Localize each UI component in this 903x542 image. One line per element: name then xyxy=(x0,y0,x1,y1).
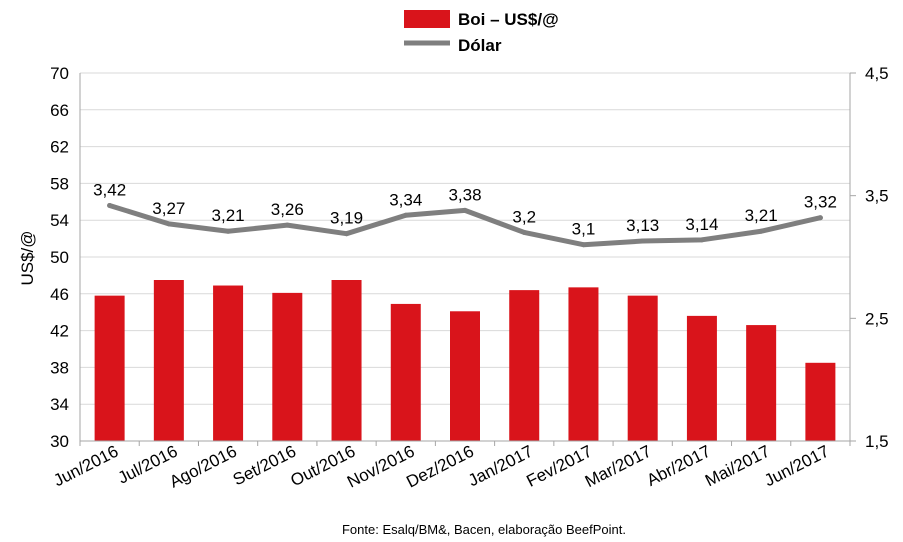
line-point xyxy=(580,242,586,248)
line-point xyxy=(640,238,646,244)
left-axis-tick-label: 38 xyxy=(50,358,69,377)
line-point xyxy=(699,237,705,243)
line-data-label: 3,2 xyxy=(512,207,536,226)
line-data-label: 3,32 xyxy=(804,193,837,212)
bar xyxy=(94,295,125,441)
bar xyxy=(805,362,836,441)
bar xyxy=(686,315,717,441)
left-axis-tick-label: 70 xyxy=(50,64,69,83)
axes xyxy=(79,73,851,442)
legend-label-boi: Boi – US$/@ xyxy=(458,10,559,29)
line-point xyxy=(521,229,527,235)
left-axis-ticks: 30 34 38 42 46 50 54 58 62 66 70 xyxy=(50,64,69,451)
source-note: Fonte: Esalq/BM&, Bacen, elaboração Beef… xyxy=(342,522,626,537)
bar-series xyxy=(94,280,836,441)
line-point xyxy=(107,202,113,208)
x-axis-tick-label: Nov/2016 xyxy=(344,442,417,492)
left-axis-tick-label: 50 xyxy=(50,248,69,267)
left-axis-tick-label: 30 xyxy=(50,432,69,451)
line-data-label: 3,21 xyxy=(212,206,245,225)
bar xyxy=(627,295,658,441)
right-axis-tick-label: 2,5 xyxy=(865,309,889,328)
line-data-label: 3,13 xyxy=(626,216,659,235)
legend: Boi – US$/@ Dólar xyxy=(404,10,559,55)
left-axis-tick-label: 54 xyxy=(50,211,69,230)
bar xyxy=(213,285,244,441)
right-axis-tick-label: 1,5 xyxy=(865,432,889,451)
line-data-label: 3,14 xyxy=(685,215,718,234)
line-data-label: 3,1 xyxy=(572,220,596,239)
line-data-label: 3,38 xyxy=(448,185,481,204)
line-point xyxy=(403,212,409,218)
gridlines xyxy=(80,72,850,442)
line-data-label: 3,21 xyxy=(745,206,778,225)
bar xyxy=(568,287,599,441)
y-axis-title: US$/@ xyxy=(18,230,37,285)
left-axis-tick-label: 62 xyxy=(50,138,69,157)
right-axis-tick-label: 3,5 xyxy=(865,187,889,206)
right-axis-ticks: 1,5 2,5 3,5 4,5 xyxy=(850,64,889,451)
line-point xyxy=(166,221,172,227)
x-axis-tick-label: Fev/2017 xyxy=(523,442,595,491)
legend-label-dolar: Dólar xyxy=(458,36,502,55)
line-point xyxy=(758,228,764,234)
bar xyxy=(390,303,421,441)
x-axis-tick-label: Set/2016 xyxy=(230,442,299,490)
line-data-label: 3,34 xyxy=(389,190,422,209)
bar xyxy=(272,292,303,441)
line-series xyxy=(107,202,823,248)
x-axis-tick-label: Jun/2017 xyxy=(761,442,832,491)
left-axis-tick-label: 58 xyxy=(50,174,69,193)
right-axis-tick-label: 4,5 xyxy=(865,64,889,83)
x-axis-tick-label: Dez/2016 xyxy=(403,442,476,492)
legend-swatch-boi xyxy=(404,10,450,28)
x-axis-ticks: Jun/2016Jul/2016Ago/2016Set/2016Out/2016… xyxy=(50,441,851,492)
left-axis-tick-label: 34 xyxy=(50,395,69,414)
line-data-label: 3,42 xyxy=(93,180,126,199)
line-point xyxy=(462,207,468,213)
bar xyxy=(331,280,362,441)
x-axis-tick-label: Mai/2017 xyxy=(702,442,773,491)
line-point xyxy=(344,231,350,237)
x-axis-tick-label: Jan/2017 xyxy=(465,442,536,491)
bar xyxy=(509,290,540,441)
left-axis-tick-label: 66 xyxy=(50,101,69,120)
line-data-label: 3,26 xyxy=(271,200,304,219)
bar xyxy=(746,325,777,441)
line-point xyxy=(225,228,231,234)
line-point xyxy=(817,215,823,221)
bar xyxy=(153,280,184,441)
line-data-labels: 3,42 3,27 3,21 3,26 3,19 3,34 3,38 3,2 3,1 3,13 3,… xyxy=(93,180,837,238)
x-axis-tick-label: Ago/2016 xyxy=(166,442,239,492)
line-point xyxy=(284,222,290,228)
left-axis-tick-label: 42 xyxy=(50,322,69,341)
x-axis-tick-label: Abr/2017 xyxy=(644,442,714,490)
line-data-label: 3,27 xyxy=(152,199,185,218)
left-axis-tick-label: 46 xyxy=(50,285,69,304)
bar xyxy=(450,311,480,441)
line-data-label: 3,19 xyxy=(330,209,363,228)
x-axis-tick-label: Mar/2017 xyxy=(582,442,655,492)
